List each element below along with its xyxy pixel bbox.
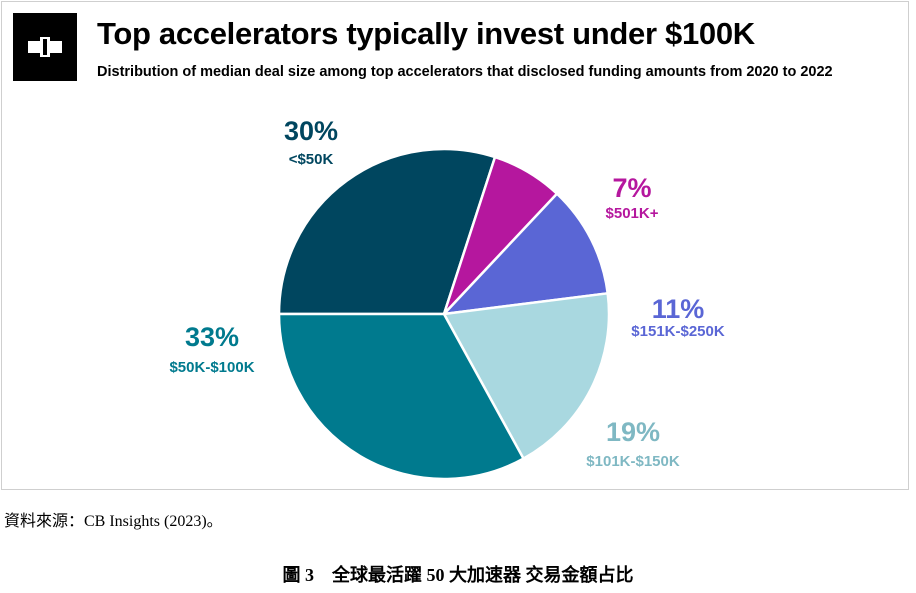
slice-category-label: $101K-$150K bbox=[586, 453, 680, 470]
figure-caption: 圖 3 全球最活躍 50 大加速器 交易金額占比 bbox=[282, 565, 634, 585]
pie-slice-1 bbox=[277, 147, 497, 316]
slice-percent-label: 30% bbox=[284, 116, 338, 146]
slice-category-label: $50K-$100K bbox=[169, 359, 254, 376]
pie-chart: 30% <$50K 7% $501K+ 11%$151K-$250K 19% $101K-$… bbox=[169, 116, 725, 481]
chart-title: Top accelerators typically invest under … bbox=[97, 16, 755, 51]
chart-subtitle: Distribution of median deal size among t… bbox=[97, 64, 833, 80]
slice-category-label: $501K+ bbox=[606, 205, 659, 222]
pie-slice-5 bbox=[277, 312, 525, 481]
pie-slice-4 bbox=[442, 292, 611, 460]
source-note: 資料來源：CB Insights (2023)。 bbox=[4, 513, 223, 530]
slice-percent-label: 11% bbox=[652, 294, 705, 324]
slice-category-label: $151K-$250K bbox=[631, 323, 725, 340]
slice-percent-label: 33% bbox=[185, 322, 239, 352]
cb-insights-logo-icon bbox=[13, 13, 77, 81]
slice-category-label: <$50K bbox=[289, 151, 334, 168]
pie-slice-3 bbox=[442, 192, 609, 316]
slice-percent-label: 19% bbox=[606, 417, 660, 447]
slice-percent-label: 7% bbox=[612, 173, 651, 203]
